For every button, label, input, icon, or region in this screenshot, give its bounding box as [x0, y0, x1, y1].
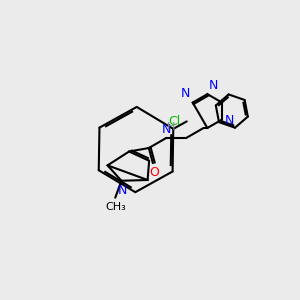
Text: O: O	[149, 166, 159, 179]
Text: N: N	[225, 114, 235, 127]
Text: H: H	[167, 122, 176, 132]
Text: N: N	[162, 123, 172, 136]
Text: CH₃: CH₃	[105, 202, 126, 212]
Text: N: N	[209, 79, 218, 92]
Text: Cl: Cl	[168, 115, 181, 128]
Text: N: N	[118, 184, 127, 197]
Text: N: N	[181, 87, 190, 100]
